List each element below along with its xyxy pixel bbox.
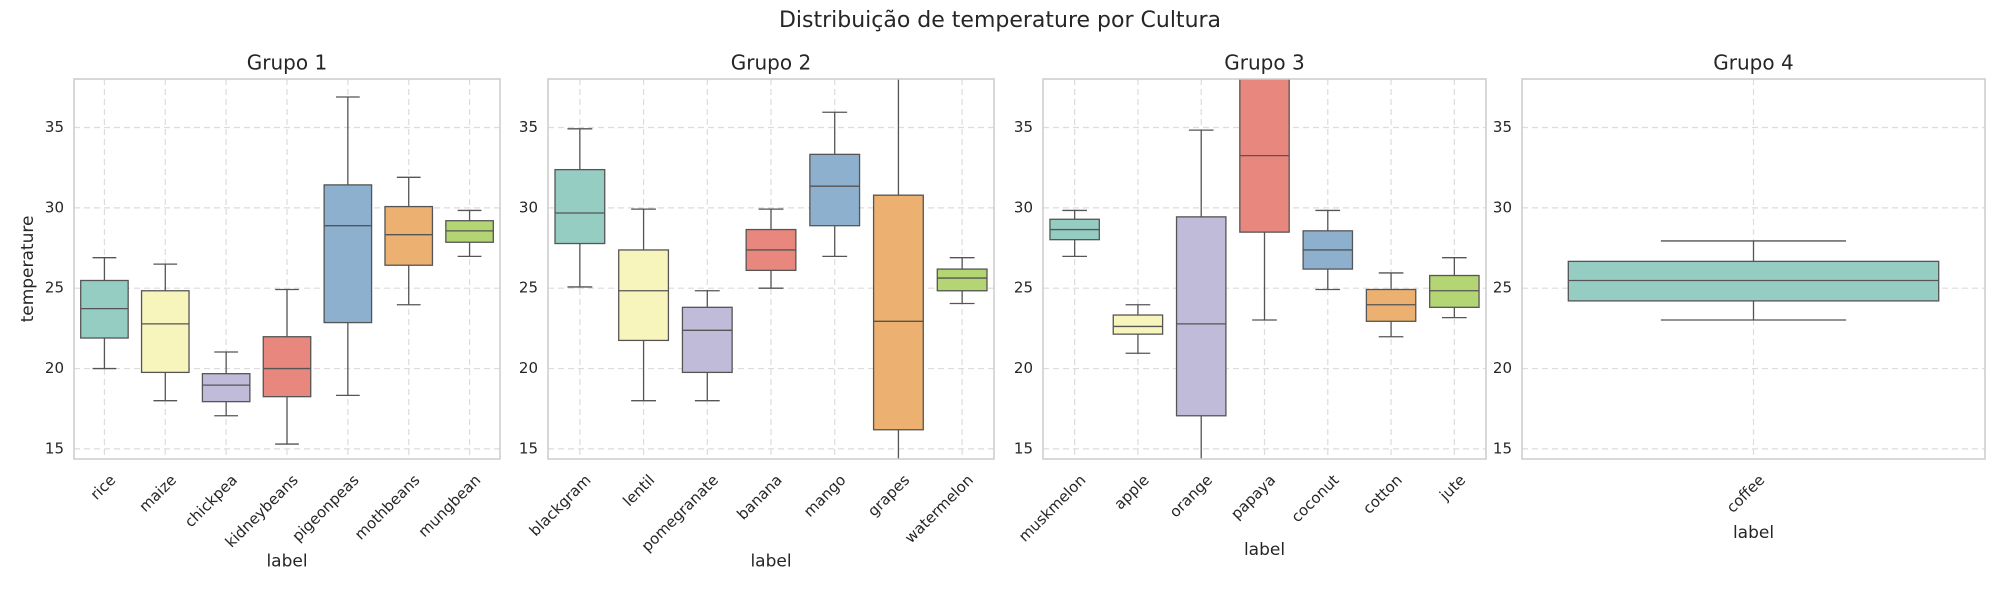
- y-tick-label: 20: [45, 359, 64, 377]
- axes-frame: [547, 78, 995, 460]
- y-tick-label: 15: [1493, 439, 1512, 457]
- y-tick-label: 20: [519, 359, 538, 377]
- y-tick-label: 35: [1493, 118, 1512, 136]
- box: [1175, 216, 1227, 417]
- y-axis-label: temperature: [18, 216, 38, 323]
- box: [323, 184, 373, 324]
- x-axis-label: label: [1733, 523, 1774, 543]
- y-tick-label: 25: [1493, 279, 1512, 297]
- x-axis-label: label: [1244, 540, 1285, 560]
- plot-area: [554, 79, 988, 459]
- y-tick-label: 35: [1014, 118, 1033, 136]
- y-tick-label: 20: [1493, 359, 1512, 377]
- y-tick-label: 25: [519, 279, 538, 297]
- y-tick-label: 30: [1014, 198, 1033, 216]
- axes-frame: [73, 78, 501, 460]
- x-axis-label: label: [266, 551, 307, 571]
- y-tick-label: 30: [45, 198, 64, 216]
- figure-title: Distribuição de temperature por Cultura: [779, 8, 1221, 33]
- y-tick-label: 35: [45, 118, 64, 136]
- axes-title: Grupo 1: [247, 51, 327, 75]
- x-axis-label: label: [750, 551, 791, 571]
- box: [140, 290, 190, 374]
- plot-area: [1049, 79, 1480, 459]
- y-tick-label: 25: [45, 279, 64, 297]
- axes-title: Grupo 4: [1713, 51, 1793, 75]
- box: [618, 249, 670, 342]
- box: [1239, 79, 1290, 233]
- box: [809, 153, 861, 227]
- y-tick-label: 30: [1493, 198, 1512, 216]
- box: [936, 268, 988, 292]
- axes-frame: [1521, 78, 1986, 460]
- box: [201, 373, 251, 403]
- plot-area: [80, 96, 494, 445]
- box: [262, 336, 312, 398]
- box: [681, 306, 733, 374]
- y-tick-label: 15: [45, 439, 64, 457]
- axes-title: Grupo 2: [731, 51, 811, 75]
- box: [1112, 314, 1164, 335]
- plot-area: [1567, 240, 1940, 321]
- axes-title: Grupo 3: [1224, 51, 1304, 75]
- y-tick-label: 15: [1014, 439, 1033, 457]
- y-tick-label: 20: [1014, 359, 1033, 377]
- box: [872, 194, 924, 431]
- y-tick-label: 30: [519, 198, 538, 216]
- box: [554, 168, 606, 245]
- y-tick-label: 15: [519, 439, 538, 457]
- y-tick-label: 25: [1014, 279, 1033, 297]
- box: [384, 205, 434, 266]
- axes-frame: [1042, 78, 1487, 460]
- y-tick-label: 35: [519, 118, 538, 136]
